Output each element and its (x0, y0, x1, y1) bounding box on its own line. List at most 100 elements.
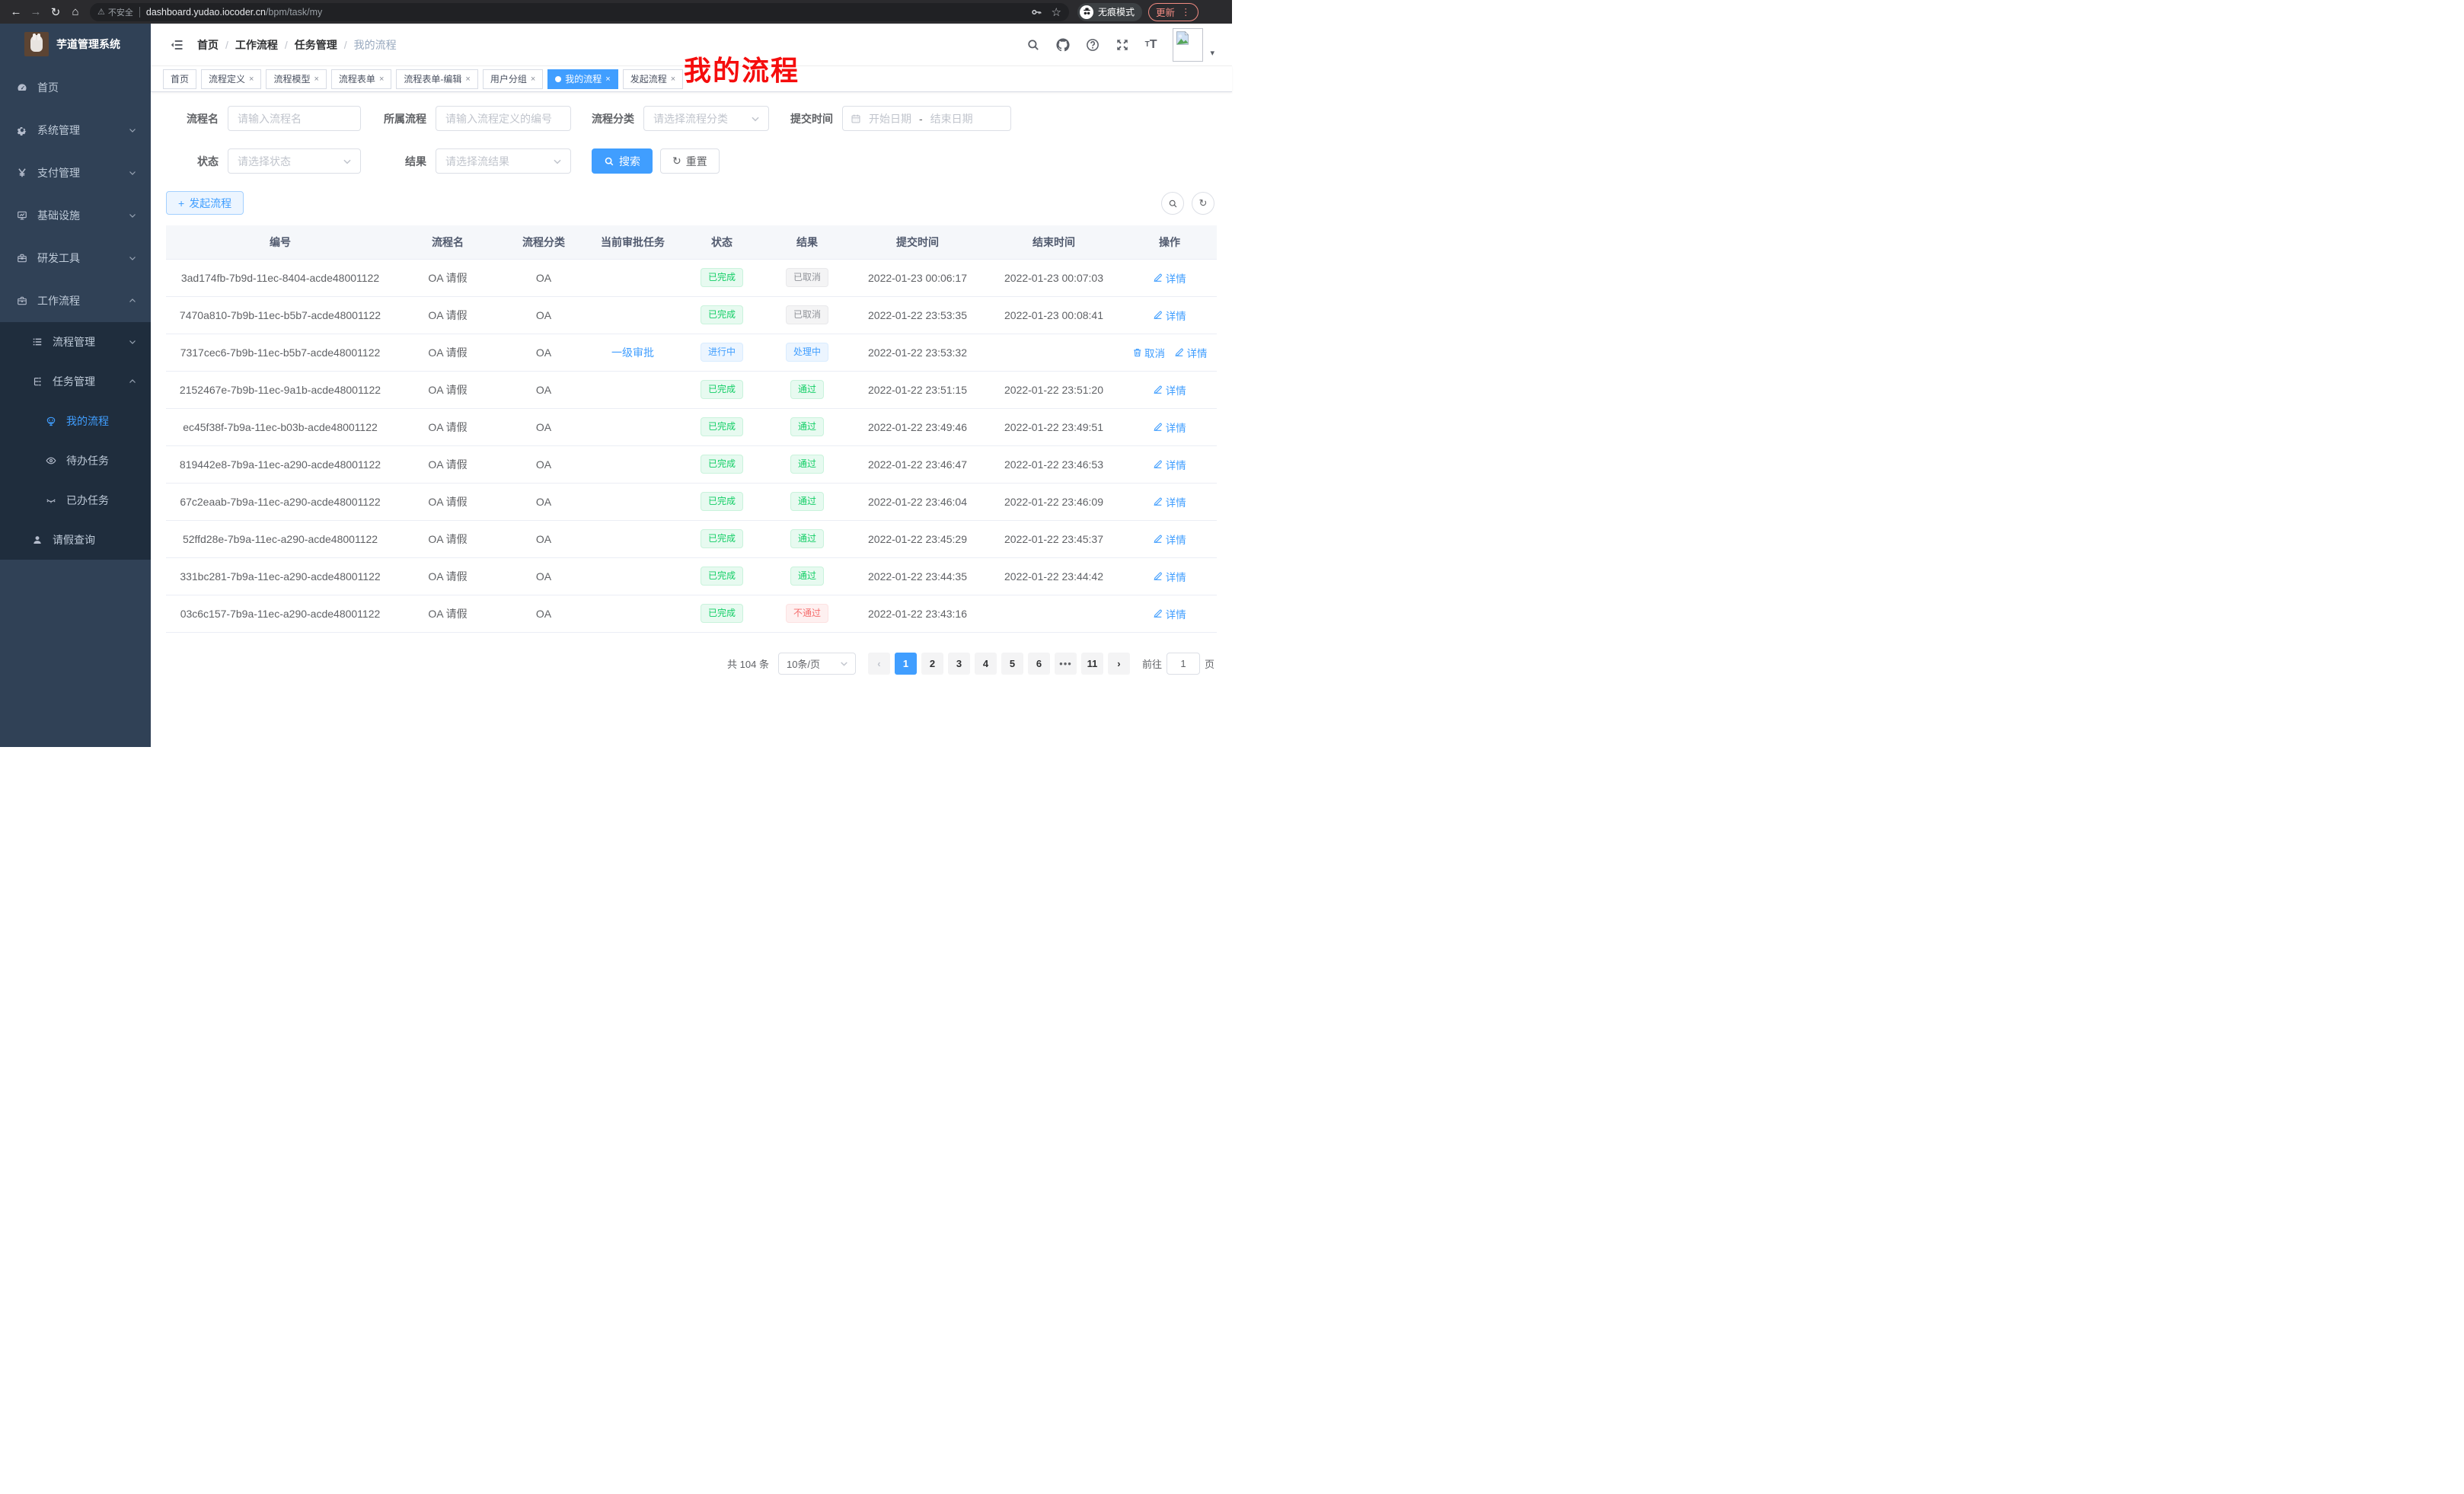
page-button-4[interactable]: 4 (974, 652, 997, 675)
sidebar-item-home[interactable]: 首页 (0, 66, 151, 109)
show-search-icon[interactable] (1161, 192, 1184, 215)
tab-close-icon[interactable]: × (314, 74, 319, 84)
page-button-11[interactable]: 11 (1080, 652, 1103, 675)
more-pages-icon[interactable]: ••• (1054, 652, 1077, 675)
edit-icon (1153, 310, 1163, 321)
tab-流程表单[interactable]: 流程表单 × (330, 69, 392, 89)
sidebar-item-workflow[interactable]: 工作流程 (0, 279, 151, 322)
process-name-cell: OA 请假 (394, 520, 501, 558)
avatar-caret-icon[interactable]: ▾ (1210, 49, 1214, 58)
detail-action-link[interactable]: 详情 (1153, 308, 1186, 323)
reset-button[interactable]: ↻ 重置 (660, 148, 720, 174)
search-icon[interactable] (1026, 38, 1040, 52)
status-badge: 已完成 (700, 455, 743, 474)
current-task-link[interactable]: 一级审批 (611, 346, 654, 359)
actions-cell: 详情 (1122, 371, 1217, 409)
sidebar-item-done-task[interactable]: 已办任务 (0, 480, 151, 520)
page-button-6[interactable]: 6 (1027, 652, 1050, 675)
sidebar-item-process-mgmt[interactable]: 流程管理 (0, 322, 151, 362)
breadcrumb-item[interactable]: 任务管理 (294, 38, 337, 51)
page-button-2[interactable]: 2 (921, 652, 943, 675)
sidebar-item-system[interactable]: 系统管理 (0, 109, 151, 152)
detail-action-link[interactable]: 详情 (1153, 569, 1186, 584)
browser-menu-icon[interactable]: ⋮ (1181, 7, 1191, 18)
sidebar-item-leave-query[interactable]: 请假查询 (0, 520, 151, 560)
process-name-field[interactable] (228, 106, 361, 131)
sidebar-item-task-mgmt[interactable]: 任务管理 (0, 362, 151, 401)
next-page-button[interactable]: › (1107, 652, 1130, 675)
search-button[interactable]: 搜索 (592, 148, 653, 174)
browser-home-icon[interactable]: ⌂ (72, 5, 79, 18)
process-table: 编号 流程名 流程分类 当前审批任务 状态 结果 提交时间 结束时间 操作 3ad174fb-7… (166, 225, 1217, 633)
tab-close-icon[interactable]: × (465, 74, 471, 84)
browser-back-icon[interactable]: ← (10, 5, 22, 18)
sidebar: 芋道管理系统 首页 系统管理 支付管理 基础设施 研发工具 工作流程 流程管理任务管理我的流… (0, 24, 151, 747)
tab-close-icon[interactable]: × (249, 74, 254, 84)
page-button-3[interactable]: 3 (947, 652, 970, 675)
edit-icon (1153, 459, 1163, 470)
breadcrumb-separator: / (343, 38, 347, 51)
tab-流程模型[interactable]: 流程模型 × (266, 69, 327, 89)
cancel-action-link[interactable]: 取消 (1132, 345, 1165, 360)
status-select[interactable]: 请选择状态 (228, 148, 361, 174)
submit-time-label: 提交时间 (790, 112, 833, 125)
logo-row[interactable]: 芋道管理系统 (0, 24, 151, 65)
avatar[interactable] (1173, 27, 1204, 62)
status-badge: 已完成 (700, 305, 743, 324)
sidebar-item-infra[interactable]: 基础设施 (0, 194, 151, 237)
detail-action-link[interactable]: 详情 (1174, 345, 1208, 360)
category-select[interactable]: 请选择流程分类 (643, 106, 769, 131)
github-icon[interactable] (1056, 37, 1070, 52)
goto-page-input[interactable] (1166, 652, 1200, 675)
goto-suffix: 页 (1204, 658, 1214, 670)
owner-process-field[interactable] (436, 106, 571, 131)
fullscreen-icon[interactable] (1116, 38, 1129, 52)
toolbox-icon (16, 253, 28, 263)
page-size-select[interactable]: 10条/页 (777, 652, 856, 675)
tab-流程表单-编辑[interactable]: 流程表单-编辑 × (396, 69, 478, 89)
key-icon[interactable] (1030, 6, 1042, 18)
detail-action-link[interactable]: 详情 (1153, 494, 1186, 509)
result-select[interactable]: 请选择流结果 (436, 148, 571, 174)
detail-action-link[interactable]: 详情 (1153, 606, 1186, 621)
end-time-cell: 2022-01-22 23:44:42 (985, 557, 1122, 595)
tab-发起流程[interactable]: 发起流程 × (622, 69, 684, 89)
detail-action-link[interactable]: 详情 (1153, 532, 1186, 547)
browser-reload-icon[interactable]: ↻ (50, 5, 61, 19)
sidebar-item-my-process[interactable]: 我的流程 (0, 401, 151, 441)
tab-close-icon[interactable]: × (605, 74, 611, 84)
sidebar-item-label: 任务管理 (53, 375, 95, 388)
owner-process-input[interactable] (436, 107, 570, 130)
sidebar-item-devtools[interactable]: 研发工具 (0, 237, 151, 279)
browser-update-button[interactable]: 更新 ⋮ (1148, 2, 1198, 21)
detail-action-link[interactable]: 详情 (1153, 270, 1186, 286)
page-button-5[interactable]: 5 (1001, 652, 1023, 675)
tab-close-icon[interactable]: × (670, 74, 676, 84)
create-process-button[interactable]: + 发起流程 (166, 191, 244, 215)
tab-我的流程[interactable]: 我的流程 × (547, 69, 618, 89)
address-bar[interactable]: ⚠ 不安全 dashboard.yudao.iocoder.cn /bpm/ta… (90, 2, 1069, 21)
browser-forward-icon[interactable]: → (30, 5, 42, 18)
process-name-input[interactable] (228, 107, 360, 130)
bookmark-star-icon[interactable]: ☆ (1051, 5, 1061, 19)
tab-首页[interactable]: 首页 (163, 69, 197, 89)
page-button-1[interactable]: 1 (894, 652, 917, 675)
sidebar-item-todo-task[interactable]: 待办任务 (0, 441, 151, 480)
breadcrumb-item[interactable]: 工作流程 (235, 38, 278, 51)
detail-action-link[interactable]: 详情 (1153, 420, 1186, 435)
chevron-down-icon (128, 254, 137, 263)
refresh-table-icon[interactable]: ↻ (1192, 192, 1214, 215)
tab-用户分组[interactable]: 用户分组 × (482, 69, 544, 89)
sidebar-toggle-icon[interactable] (162, 38, 191, 52)
submit-time-range[interactable]: 开始日期 - 结束日期 (842, 106, 1011, 131)
table-row: 67c2eaab-7b9a-11ec-a290-acde48001122 OA 请… (166, 483, 1217, 521)
detail-action-link[interactable]: 详情 (1153, 382, 1186, 397)
help-icon[interactable] (1086, 38, 1100, 52)
tab-close-icon[interactable]: × (530, 74, 536, 84)
tab-close-icon[interactable]: × (378, 74, 385, 84)
detail-action-link[interactable]: 详情 (1153, 457, 1186, 472)
sidebar-item-payment[interactable]: 支付管理 (0, 152, 151, 194)
breadcrumb-item[interactable]: 首页 (197, 38, 219, 51)
tab-流程定义[interactable]: 流程定义 × (201, 69, 262, 89)
